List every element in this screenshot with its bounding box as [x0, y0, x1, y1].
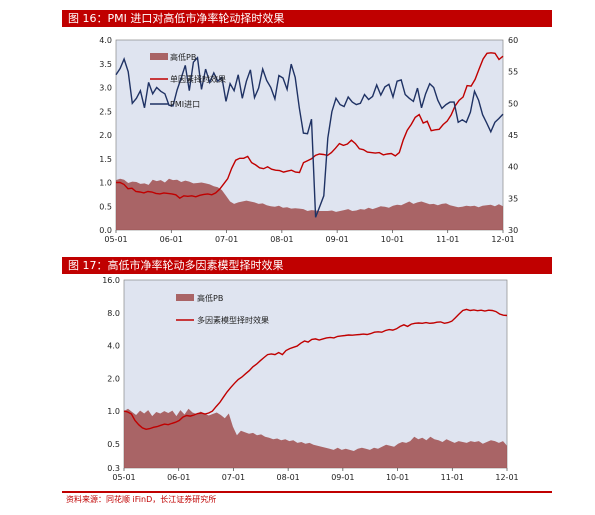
chart2-x-tick-label: 09-01 — [331, 473, 354, 482]
chart1-y-right-tick-label: 40 — [508, 163, 518, 172]
chart1-y-left-tick-label: 4.0 — [99, 36, 112, 45]
chart2-legend-swatch-area — [176, 294, 194, 301]
chart1-series-pmi-import-line — [115, 56, 504, 218]
chart1-legend-label: 单因素择时效果 — [170, 74, 226, 84]
chart2-x-tick-label: 05-01 — [112, 473, 135, 482]
chart1-y-right-tick-label: 35 — [508, 194, 518, 203]
chart2-x-tick-label: 11-01 — [441, 473, 464, 482]
chart2-y-tick-label: 0.3 — [107, 464, 120, 473]
chart1-y-right-tick-label: 45 — [508, 131, 518, 140]
source-text: 资料来源：同花顺 iFinD，长江证券研究所 — [66, 495, 217, 504]
chart2-y-tick-label: 8.0 — [107, 309, 120, 318]
chart1-legend-label: 高低PB — [170, 52, 196, 62]
chart1-y-left-tick-label: 3.0 — [99, 84, 112, 93]
chart1-y-left-tick-label: 1.0 — [99, 179, 112, 188]
figure-16-title: 图 16：PMI 进口对高低市净率轮动择时效果 — [62, 10, 552, 27]
chart1-legend-swatch-area — [150, 53, 168, 60]
chart1-x-tick-label: 10-01 — [381, 235, 404, 244]
chart1-y-right-tick-label: 30 — [508, 226, 518, 235]
chart1-x-tick-label: 08-01 — [270, 235, 293, 244]
chart1-series-single-factor-line — [116, 52, 504, 200]
chart2-y-tick-label: 4.0 — [107, 342, 120, 351]
chart1-y-right-tick-label: 60 — [508, 36, 518, 45]
chart1-series-high-low-pb-area — [116, 178, 503, 230]
chart2-legend-label: 高低PB — [197, 293, 223, 303]
chart2-x-tick-label: 12-01 — [495, 473, 518, 482]
chart1-y-left-tick-label: 0.0 — [99, 226, 112, 235]
chart1-y-left-tick-label: 3.5 — [99, 60, 112, 69]
chart2-y-tick-label: 16.0 — [102, 276, 120, 285]
chart2-x-tick-label: 08-01 — [277, 473, 300, 482]
chart1-y-right-tick-label: 50 — [508, 99, 518, 108]
chart2-x-tick-label: 07-01 — [222, 473, 245, 482]
chart1-y-left-tick-label: 2.0 — [99, 131, 112, 140]
chart2-series-high-low-pb-area — [124, 408, 507, 468]
figure-17-title: 图 17：高低市净率轮动多因素模型择时效果 — [62, 257, 552, 274]
chart1-y-left-tick-label: 1.5 — [99, 155, 112, 164]
chart2-legend-label: 多因素模型择时效果 — [197, 315, 269, 325]
chart1-x-tick-label: 12-01 — [491, 235, 514, 244]
chart1-x-tick-label: 06-01 — [160, 235, 183, 244]
chart1-y-left-tick-label: 2.5 — [99, 107, 112, 116]
chart2-x-tick-label: 06-01 — [167, 473, 190, 482]
chart1-x-tick-label: 11-01 — [436, 235, 459, 244]
chart2-y-tick-label: 0.5 — [107, 440, 120, 449]
chart1-plot-area — [115, 39, 504, 231]
chart1-x-tick-label: 07-01 — [215, 235, 238, 244]
chart2-series-multi-factor-line — [123, 308, 508, 431]
source-footer: 资料来源：同花顺 iFinD，长江证券研究所 — [62, 491, 552, 507]
chart2-y-tick-label: 1.0 — [107, 407, 120, 416]
chart2-y-tick-label: 2.0 — [107, 374, 120, 383]
chart2-x-tick-label: 10-01 — [386, 473, 409, 482]
chart1-y-right-tick-label: 55 — [508, 68, 518, 77]
chart1-x-tick-label: 05-01 — [104, 235, 127, 244]
chart1-y-left-tick-label: 0.5 — [99, 202, 112, 211]
chart1-x-tick-label: 09-01 — [326, 235, 349, 244]
chart2-plot-area — [123, 279, 508, 469]
chart1-legend-label: PMI进口 — [170, 100, 200, 109]
